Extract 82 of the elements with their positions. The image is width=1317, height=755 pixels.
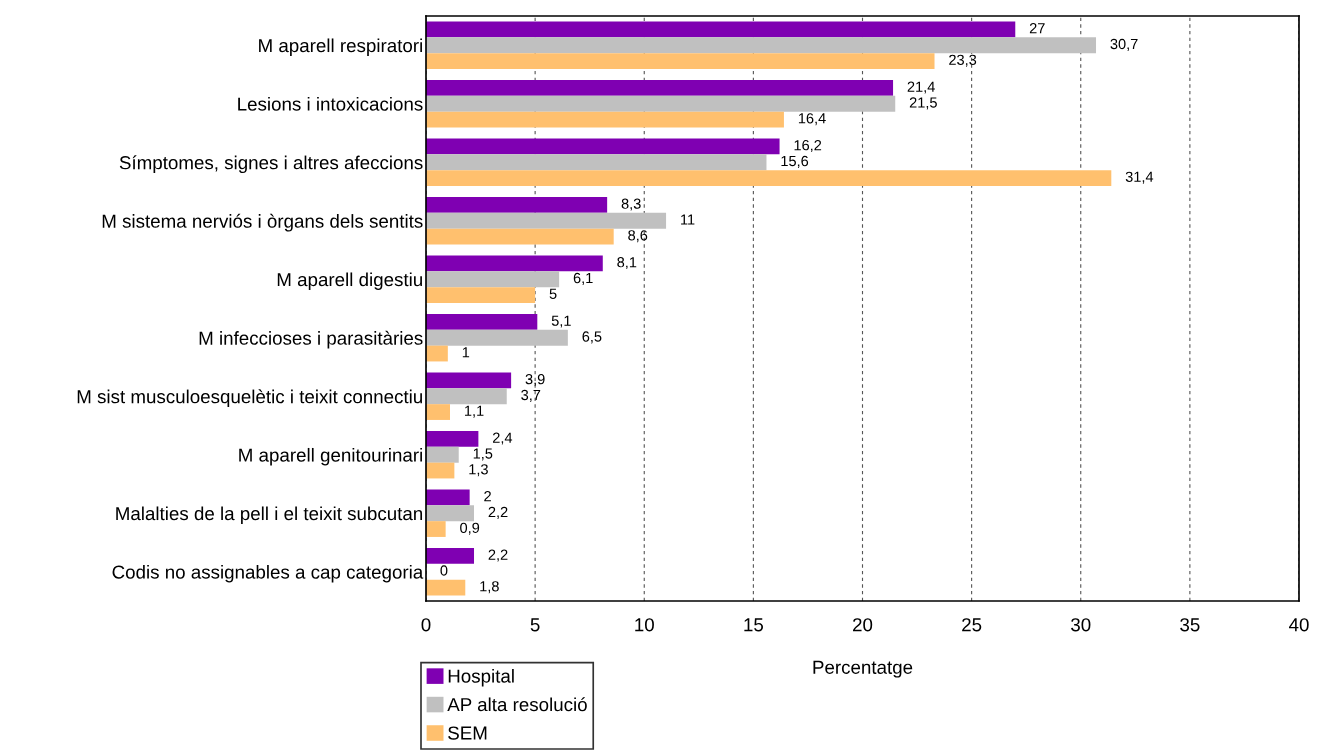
x-tick-label: 20 [853, 618, 873, 632]
data-label: 21,5 [909, 97, 937, 110]
y-tick-label: M infeccioses i parasitàries [199, 330, 423, 349]
data-label: 8,3 [621, 198, 641, 211]
data-label: 1 [462, 347, 470, 358]
x-tick-label: 40 [1289, 618, 1309, 632]
data-label: 1,8 [480, 581, 499, 594]
data-label: 5 [549, 288, 557, 299]
y-tick-label: Símptomes, signes i altres afeccions [119, 155, 423, 174]
data-label: 3,7 [521, 389, 541, 402]
data-label: 1,1 [465, 405, 484, 418]
bar [426, 329, 568, 346]
x-tick-label: 5 [530, 618, 540, 632]
bar [426, 345, 448, 362]
y-tick-label: M aparell digestiu [277, 272, 422, 290]
data-label: 27 [1029, 23, 1045, 34]
bar [426, 548, 475, 564]
bar [426, 111, 784, 128]
bar [426, 21, 1016, 38]
y-tick-label: M sistema nerviós i òrgans dels sentits [102, 213, 423, 232]
bar [426, 505, 475, 522]
data-label: 11 [681, 214, 695, 225]
data-label: 8,6 [628, 230, 648, 243]
bar [426, 37, 1097, 54]
x-tick-label: 10 [635, 618, 654, 632]
data-label: 0 [440, 565, 448, 576]
y-tick-label: Codis no assignables a cap categoria [112, 564, 424, 583]
bar [426, 80, 894, 96]
data-label: 2 [484, 491, 491, 502]
data-label: 21,4 [907, 81, 935, 94]
bar [426, 388, 507, 405]
data-label: 1,3 [469, 464, 488, 477]
bar [426, 446, 459, 463]
x-tick-label: 15 [744, 618, 764, 632]
bar [426, 521, 446, 537]
data-label: 16,2 [794, 140, 822, 153]
bar [426, 404, 451, 420]
data-label: 6,1 [573, 272, 593, 285]
bar [426, 314, 538, 330]
data-label: 0,9 [460, 522, 480, 535]
data-label: 15,6 [781, 155, 809, 168]
legend-label: Hospital [448, 668, 514, 687]
data-label: 30,7 [1110, 38, 1138, 51]
bar [426, 170, 1112, 186]
x-tick-label: 35 [1180, 618, 1200, 632]
bar [426, 53, 935, 69]
bar [426, 489, 470, 506]
data-label: 2,2 [488, 549, 508, 562]
x-tick-label: 30 [1071, 618, 1091, 632]
y-tick-label: Lesions i intoxicacions [238, 96, 423, 111]
x-tick-label: 25 [962, 618, 982, 632]
data-label: 16,4 [798, 113, 826, 126]
y-tick-label: M sist musculoesquelètic i teixit connectiu [77, 389, 422, 408]
data-label: 3,9 [525, 374, 545, 387]
data-label: 5,1 [551, 315, 571, 328]
data-label: 1,5 [473, 448, 493, 461]
legend-label: AP alta resolució [447, 697, 587, 712]
bar [426, 462, 455, 479]
legend-label: SEM [448, 726, 487, 740]
bar [426, 228, 614, 245]
bar [426, 154, 767, 171]
bar [426, 95, 896, 112]
x-tick-label: 0 [421, 618, 431, 632]
y-tick-label: Malalties de la pell i el teixit subcutan [116, 506, 423, 524]
y-tick-label: M aparell respiratori [259, 38, 422, 56]
y-tick-label: M aparell genitourinari [239, 447, 422, 466]
data-label: 2,2 [488, 506, 508, 519]
data-label: 8,1 [617, 257, 637, 270]
data-label: 31,4 [1125, 171, 1154, 184]
bar [426, 372, 512, 389]
data-label: 6,5 [582, 331, 602, 344]
bar [426, 271, 560, 288]
data-label: 2,4 [493, 432, 513, 445]
bar [426, 138, 780, 155]
bar [426, 255, 603, 272]
x-axis-title: Percentatge [813, 660, 913, 678]
bar [426, 579, 466, 596]
data-label: 23,3 [949, 54, 977, 67]
bar [426, 212, 667, 229]
bar [426, 287, 536, 303]
bar [426, 431, 479, 447]
bar [426, 197, 608, 213]
